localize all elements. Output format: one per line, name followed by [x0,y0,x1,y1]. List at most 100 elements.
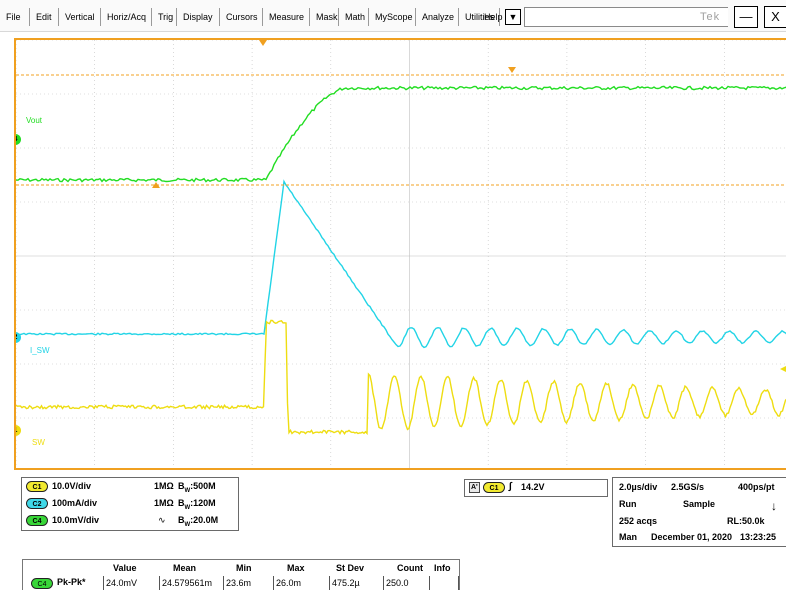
acq-mode: Sample [683,499,716,509]
resolution: 400ps/pt [738,482,775,492]
ch1-bandwidth: BW:500M [178,481,216,494]
rising-edge-icon: ∫ [509,481,512,492]
meas-stdev: 475.2µ [329,576,383,590]
ch2-waveform-isw [16,179,786,349]
col-max: Max [287,563,305,573]
meas-max: 26.0m [273,576,329,590]
acq-time: 13:23:25 [740,532,777,542]
waveform-display[interactable]: Vout 4 I_SW 2 SW 1 [14,38,786,470]
ch1-scale: 10.0V/div [52,481,92,491]
tek-logo: Tek [700,11,721,23]
col-min: Min [236,563,252,573]
ac-coupling-icon: ∿ [158,515,166,525]
acquisition-panel[interactable]: 2.0µs/div 2.5GS/s 400ps/pt Run Sample ↓ … [612,477,786,547]
trigger-source-badge[interactable]: C1 [483,482,505,493]
channel-settings-panel[interactable]: C1 10.0V/div 1MΩ BW:500M C2 100mA/div 1M… [21,477,239,531]
waveforms [16,40,786,436]
menu-measure[interactable]: Measure [269,12,305,22]
col-count: Count [397,563,423,573]
menu-separator [458,8,459,26]
col-value: Value [113,563,137,573]
menu-utilities[interactable]: Utilities [465,12,495,22]
meas-source-badge[interactable]: C4 [31,578,53,589]
meas-count: 250.0 [383,576,429,590]
menu-separator [338,8,339,26]
menu-separator [309,8,310,26]
trigger-mode: Man [619,532,637,542]
menu-bar: File Edit Vertical Horiz/Acq Trig Displa… [0,0,786,32]
graticule [16,40,786,468]
ch2-label: I_SW [30,346,50,355]
menu-separator [151,8,152,26]
channel-settings-row[interactable]: C2 100mA/div 1MΩ BW:120M [26,497,216,511]
meas-name: Pk-Pk* [57,577,86,587]
menu-help[interactable]: Help [484,12,503,22]
ch4-badge[interactable]: C4 [26,515,48,527]
menu-myscope[interactable]: MyScope [375,12,413,22]
ch4-scale: 10.0mV/div [52,515,100,525]
trigger-level: 14.2V [521,482,545,492]
ch4-bandwidth: BW:20.0M [178,515,219,528]
menu-separator [262,8,263,26]
run-state: Run [619,499,637,509]
menu-separator [219,8,220,26]
acq-date: December 01, 2020 [651,532,733,542]
acq-count: 252 acqs [619,516,658,526]
ch4-waveform-vout [16,85,786,183]
channel-settings-row[interactable]: C1 10.0V/div 1MΩ BW:500M [26,480,216,494]
sample-rate: 2.5GS/s [671,482,705,492]
menu-analyze[interactable]: Analyze [422,12,455,22]
menu-separator [29,8,30,26]
menu-math[interactable]: Math [345,12,366,22]
ch2-badge[interactable]: C2 [26,498,48,510]
trigger-level-marker[interactable] [780,365,786,373]
menu-separator [415,8,416,26]
menu-edit[interactable]: Edit [36,12,52,22]
ch2-marker[interactable]: 2 [16,332,21,343]
ch1-marker[interactable]: 1 [16,425,21,436]
ch2-scale: 100mA/div [52,498,98,508]
menu-trig[interactable]: Trig [158,12,174,22]
timebase: 2.0µs/div [619,482,658,492]
cursor-marker-a[interactable] [508,67,516,73]
menu-separator [100,8,101,26]
meas-mean: 24.579561m [159,576,223,590]
table-row[interactable]: C4 Pk-Pk* 24.0mV 24.579561m 23.6m 26.0m … [23,576,459,590]
meas-value: 24.0mV [103,576,159,590]
ch1-label: SW [32,438,45,447]
menu-horiz-acq[interactable]: Horiz/Acq [107,12,147,22]
channel-settings-row[interactable]: C4 10.0mV/div ∿ BW:20.0M [26,514,218,528]
ch4-label: Vout [26,116,43,125]
trigger-position-marker[interactable] [259,40,267,46]
ch4-marker[interactable]: 4 [16,134,21,145]
col-info: Info [434,563,451,573]
menu-vertical[interactable]: Vertical [65,12,95,22]
menu-mask[interactable]: Mask [316,12,338,22]
col-stdev: St Dev [336,563,365,573]
ch1-badge[interactable]: C1 [26,481,48,493]
menu-separator [499,8,500,26]
trigger-panel[interactable]: A' C1 ∫ 14.2V [464,479,608,497]
ch2-bandwidth: BW:120M [178,498,216,511]
menu-display[interactable]: Display [183,12,213,22]
ch2-impedance: 1MΩ [154,498,174,508]
menu-separator [368,8,369,26]
meas-min: 23.6m [223,576,273,590]
measurement-table[interactable]: Value Mean Min Max St Dev Count Info C4 … [22,559,460,590]
arrow-down-icon: ↓ [771,499,777,513]
cursor-marker-b[interactable] [152,182,160,188]
menu-separator [176,8,177,26]
trigger-type-badge[interactable]: A' [469,482,480,493]
menu-file[interactable]: File [6,12,21,22]
record-length: RL:50.0k [727,516,765,526]
menu-separator [58,8,59,26]
meas-info [429,576,459,590]
ch1-impedance: 1MΩ [154,481,174,491]
title-field [524,7,728,27]
menu-cursors[interactable]: Cursors [226,12,258,22]
dropdown-button[interactable]: ▼ [505,9,521,25]
minimize-button[interactable]: — [734,6,758,28]
col-mean: Mean [173,563,197,573]
close-button[interactable]: X [764,6,786,28]
